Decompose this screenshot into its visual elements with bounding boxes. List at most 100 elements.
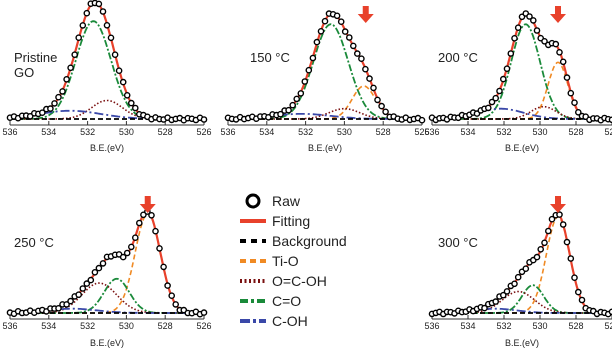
panel-4: 536 534 532 530 528 526 B.E.(eV) 250 °C: [2, 196, 212, 348]
x-tick-label: 528: [158, 321, 173, 331]
raw-point: [556, 211, 563, 218]
legend-label: Fitting: [272, 213, 310, 229]
raw-point: [382, 108, 389, 116]
raw-point: [499, 291, 507, 299]
raw-point: [578, 296, 586, 304]
raw-point: [333, 12, 341, 20]
raw-point: [111, 51, 119, 59]
legend-item: C-OH: [240, 313, 308, 329]
legend-marker-raw: [245, 193, 261, 209]
x-tick-label: 532: [298, 127, 313, 137]
raw-point: [370, 84, 377, 92]
raw-point: [545, 227, 552, 235]
legend-item: Ti-O: [240, 253, 299, 269]
highlight-arrow: [357, 6, 374, 23]
raw-point: [341, 28, 349, 35]
x-tick-label: 534: [460, 321, 475, 331]
raw-point: [503, 288, 511, 295]
panel-3: 536 534 532 530 528 526 B.E.(eV) 200 °C: [424, 6, 612, 153]
x-axis-label: B.E.(eV): [505, 143, 539, 153]
x-tick-label: 532: [80, 127, 95, 137]
raw-point: [119, 253, 127, 261]
component-c-o: [10, 20, 204, 120]
raw-point: [533, 253, 541, 261]
raw-point: [168, 292, 175, 300]
raw-point: [511, 35, 518, 42]
raw-point: [374, 96, 381, 104]
raw-point: [79, 285, 87, 292]
raw-point: [75, 291, 82, 299]
raw-point: [317, 27, 325, 35]
raw-point: [567, 255, 575, 262]
raw-point: [345, 34, 353, 41]
raw-point: [289, 101, 297, 109]
x-tick-label: 526: [196, 321, 211, 331]
component-ti-o: [432, 61, 612, 120]
component-c-oh: [9, 109, 204, 120]
raw-point: [530, 17, 537, 24]
component-c-o: [228, 23, 422, 120]
raw-point: [285, 106, 292, 114]
raw-point: [87, 276, 95, 284]
raw-point: [107, 34, 115, 42]
raw-point: [378, 102, 385, 110]
legend-item: O=C-OH: [240, 273, 327, 289]
x-tick-label: 530: [532, 127, 547, 137]
raw-point: [608, 116, 612, 124]
raw-point: [526, 13, 533, 20]
x-tick-label: 530: [532, 321, 547, 331]
component-o-c-oh: [432, 290, 612, 314]
raw-point: [492, 94, 500, 102]
x-tick-label: 536: [424, 321, 439, 331]
raw-point: [514, 24, 522, 32]
raw-point: [313, 38, 321, 46]
raw-point: [127, 243, 135, 251]
raw-point: [83, 9, 91, 17]
x-tick-label: 534: [460, 127, 475, 137]
raw-point: [59, 88, 66, 95]
raw-point: [83, 280, 91, 287]
raw-point: [152, 227, 159, 235]
legend-item: Fitting: [240, 213, 310, 229]
legend-label: C=O: [272, 293, 301, 309]
raw-point: [537, 245, 545, 253]
x-tick-label: 530: [337, 127, 352, 137]
x-tick-label: 530: [119, 321, 134, 331]
panel-2: 536 534 532 530 528 526 B.E.(eV) 150 °C: [220, 6, 430, 153]
raw-point: [99, 8, 107, 15]
x-axis-label: B.E.(eV): [90, 338, 124, 348]
raw-point: [571, 99, 578, 106]
raw-point: [91, 268, 99, 276]
raw-point: [67, 297, 74, 305]
raw-point: [321, 17, 329, 25]
legend-item: Background: [240, 233, 347, 249]
fitting-curve: [228, 12, 422, 121]
raw-point: [563, 238, 571, 246]
raw-point: [514, 273, 522, 281]
raw-point: [39, 109, 46, 116]
x-tick-label: 526: [414, 127, 429, 137]
x-axis-label: B.E.(eV): [90, 143, 124, 153]
legend-label: Background: [272, 233, 347, 249]
legend-label: O=C-OH: [272, 273, 327, 289]
raw-point: [358, 55, 365, 63]
component-c-o: [432, 23, 612, 120]
raw-point: [127, 99, 135, 107]
legend-label: Raw: [272, 193, 301, 209]
highlight-arrow: [139, 196, 156, 213]
fitting-curve: [10, 209, 204, 315]
raw-point: [172, 301, 179, 308]
raw-point: [608, 308, 612, 316]
raw-point: [63, 76, 70, 83]
raw-point: [552, 40, 560, 48]
component-ti-o: [10, 212, 204, 314]
x-tick-label: 536: [2, 321, 17, 331]
raw-point: [200, 116, 208, 123]
raw-point: [293, 95, 301, 103]
x-tick-label: 536: [220, 127, 235, 137]
panel-label: 150 °C: [250, 50, 290, 65]
x-tick-label: 534: [259, 127, 274, 137]
raw-point: [511, 280, 518, 288]
panel-label: 250 °C: [14, 235, 54, 250]
